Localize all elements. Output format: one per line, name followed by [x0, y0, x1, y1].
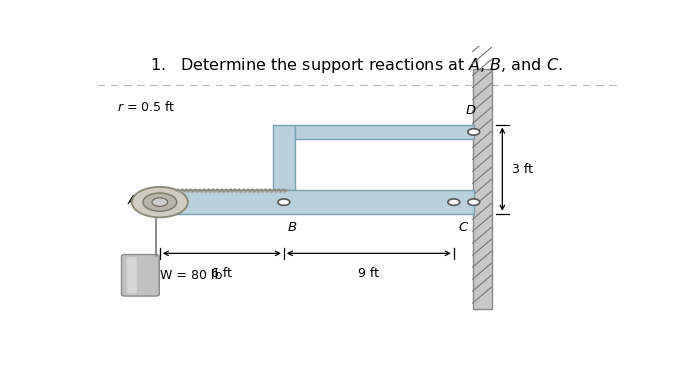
Polygon shape: [160, 190, 474, 214]
Text: 9 ft: 9 ft: [358, 266, 379, 280]
Polygon shape: [273, 125, 294, 190]
Text: $A$: $A$: [127, 194, 139, 207]
Circle shape: [468, 199, 480, 205]
Circle shape: [278, 199, 290, 205]
Circle shape: [143, 193, 177, 211]
Circle shape: [132, 187, 188, 217]
Polygon shape: [473, 69, 491, 309]
Circle shape: [468, 129, 480, 135]
FancyBboxPatch shape: [127, 257, 137, 293]
Text: $r$ = 0.5 ft: $r$ = 0.5 ft: [117, 100, 175, 114]
Text: $C$: $C$: [457, 221, 469, 234]
Text: 1.   Determine the support reactions at $A$, $B$, and $C$.: 1. Determine the support reactions at $A…: [150, 56, 563, 75]
Text: 6 ft: 6 ft: [212, 266, 232, 280]
Circle shape: [152, 198, 168, 206]
Text: $B$: $B$: [287, 221, 297, 234]
Polygon shape: [294, 125, 474, 139]
FancyBboxPatch shape: [122, 255, 159, 296]
Text: 3 ft: 3 ft: [512, 163, 533, 176]
Circle shape: [448, 199, 460, 205]
Text: W = 80 lb: W = 80 lb: [160, 269, 223, 282]
Text: $D$: $D$: [465, 104, 477, 117]
